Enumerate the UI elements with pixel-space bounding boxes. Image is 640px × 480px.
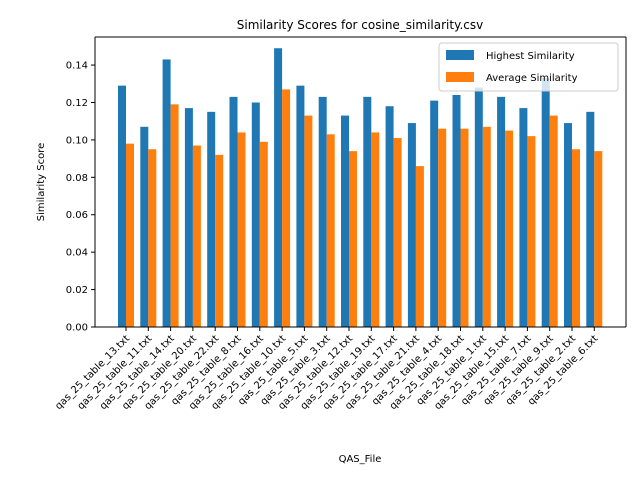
- bar-highest-4: [184, 108, 193, 327]
- bar-average-20: [549, 115, 558, 327]
- bar-highest-17: [474, 87, 483, 328]
- y-tick-label: 0.12: [66, 98, 88, 109]
- bar-average-21: [572, 149, 580, 327]
- bar-average-10: [326, 134, 335, 327]
- bar-highest-11: [341, 115, 349, 327]
- y-tick-label: 0.08: [66, 173, 88, 184]
- legend-frame: [438, 42, 619, 92]
- bar-average-9: [304, 115, 313, 327]
- bar-average-14: [415, 166, 424, 327]
- bar-highest-5: [207, 111, 216, 327]
- bar-highest-10: [318, 96, 327, 328]
- bar-average-5: [215, 154, 224, 327]
- bar-average-1: [126, 143, 134, 327]
- bar-average-6: [237, 132, 246, 327]
- bar-average-2: [148, 149, 157, 327]
- bar-average-19: [527, 136, 536, 327]
- bar-average-12: [371, 132, 380, 327]
- bar-highest-22: [586, 111, 595, 327]
- bar-average-3: [170, 104, 179, 327]
- bar-average-7: [259, 141, 268, 327]
- x-axis-label: QAS_File: [339, 454, 382, 465]
- bar-highest-18: [497, 96, 506, 328]
- bar-average-16: [460, 128, 469, 327]
- bar-average-13: [393, 138, 402, 327]
- y-tick-label: 0.02: [66, 285, 88, 296]
- bar-highest-20: [541, 78, 550, 327]
- legend-swatch-highest: [446, 50, 474, 60]
- y-tick-label: 0.06: [66, 210, 88, 221]
- legend-label-average: Average Similarity: [486, 73, 578, 84]
- bar-average-4: [192, 145, 201, 327]
- bar-average-22: [594, 151, 603, 327]
- bar-highest-13: [385, 106, 394, 327]
- chart-title: Similarity Scores for cosine_similarity.…: [237, 18, 483, 32]
- bar-highest-14: [407, 123, 416, 327]
- legend-swatch-average: [446, 72, 474, 82]
- bar-highest-3: [162, 59, 171, 327]
- bar-average-8: [282, 89, 291, 327]
- bar-highest-15: [430, 100, 439, 327]
- bar-average-11: [349, 151, 357, 327]
- bar-highest-2: [140, 126, 149, 327]
- bar-average-18: [505, 130, 514, 327]
- y-tick-label: 0.04: [66, 248, 88, 259]
- bar-highest-9: [296, 85, 305, 328]
- bar-highest-8: [274, 48, 283, 327]
- bar-highest-1: [118, 85, 126, 328]
- y-tick-label: 0.10: [66, 135, 88, 146]
- bar-average-15: [438, 128, 447, 327]
- bar-highest-6: [229, 96, 238, 328]
- bar-average-17: [482, 126, 491, 327]
- bar-highest-12: [363, 96, 372, 328]
- y-tick-label: 0.14: [66, 61, 88, 72]
- legend: Highest Similarity Average Similarity: [438, 42, 619, 92]
- legend-label-highest: Highest Similarity: [486, 51, 575, 62]
- bar-highest-19: [519, 108, 528, 327]
- bar-highest-21: [564, 123, 572, 327]
- bar-highest-7: [251, 102, 260, 327]
- y-axis-label: Similarity Score: [36, 143, 47, 221]
- y-tick-label: 0.00: [66, 323, 88, 334]
- bar-highest-16: [452, 95, 461, 327]
